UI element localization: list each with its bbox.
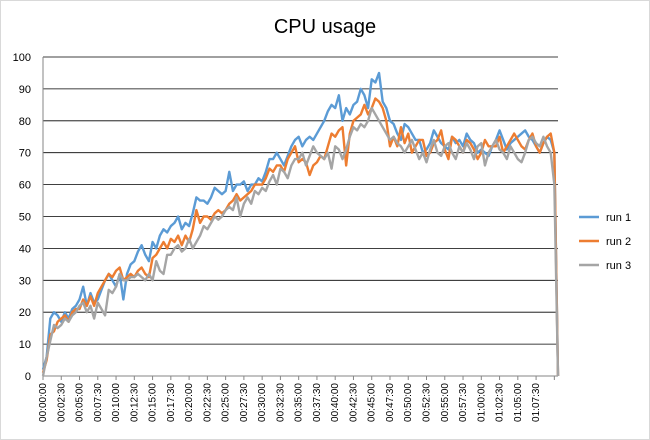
y-tick-label: 100 <box>13 52 31 64</box>
x-tick-label: 00:50:00 <box>403 383 414 422</box>
series-line-2 <box>41 97 560 377</box>
series-line-1 <box>41 71 560 377</box>
y-tick-label: 40 <box>19 243 31 255</box>
y-tick-label: 80 <box>19 116 31 128</box>
x-tick-label: 01:05:00 <box>513 383 524 422</box>
x-tick-label: 00:32:30 <box>275 383 286 422</box>
legend-label: run 3 <box>606 260 631 272</box>
series-line-3 <box>41 106 560 377</box>
chart-title: CPU usage <box>274 16 376 38</box>
x-tick-label: 00:27:30 <box>239 383 250 422</box>
x-tick-label: 00:12:30 <box>129 383 140 422</box>
y-tick-label: 60 <box>19 180 31 192</box>
y-tick-label: 0 <box>25 371 31 383</box>
x-tick-label: 00:45:00 <box>367 383 378 422</box>
y-tick-label: 50 <box>19 212 31 224</box>
y-tick-label: 20 <box>19 307 31 319</box>
x-tick-label: 00:17:30 <box>166 383 177 422</box>
x-tick-label: 00:07:30 <box>93 383 104 422</box>
x-tick-label: 00:37:30 <box>312 383 323 422</box>
plot-area <box>41 71 560 377</box>
x-tick-label: 00:15:00 <box>148 383 159 422</box>
x-tick-label: 01:02:30 <box>495 383 506 422</box>
x-tick-label: 00:57:30 <box>458 383 469 422</box>
x-tick-label: 00:42:30 <box>348 383 359 422</box>
y-tick-label: 70 <box>19 148 31 160</box>
x-tick-label: 00:30:00 <box>257 383 268 422</box>
x-tick-label: 00:25:00 <box>221 383 232 422</box>
x-axis: 00:00:00 00:02:30 00:05:00 00:07:30 00:10:00… <box>38 376 555 422</box>
x-tick-label: 00:02:30 <box>56 383 67 422</box>
x-tick-label: 00:52:30 <box>422 383 433 422</box>
x-tick-label: 00:47:30 <box>385 383 396 422</box>
legend: run 1 run 2 run 3 <box>579 212 631 272</box>
y-axis: 0 10 20 30 40 50 60 70 80 90 100 <box>13 52 31 383</box>
x-tick-label: 00:00:00 <box>38 383 49 422</box>
x-tick-label: 00:22:30 <box>202 383 213 422</box>
x-tick-label: 00:40:00 <box>330 383 341 422</box>
gridlines <box>42 56 558 377</box>
legend-label: run 2 <box>606 236 631 248</box>
x-tick-label: 00:10:00 <box>111 383 122 422</box>
x-tick-label: 01:07:30 <box>531 383 542 422</box>
legend-label: run 1 <box>606 212 631 224</box>
y-tick-label: 30 <box>19 275 31 287</box>
y-tick-label: 90 <box>19 84 31 96</box>
x-tick-label: 00:55:00 <box>440 383 451 422</box>
x-tick-label: 01:00:00 <box>476 383 487 422</box>
x-tick-label: 00:35:00 <box>294 383 305 422</box>
y-tick-label: 10 <box>19 339 31 351</box>
x-tick-label: 00:05:00 <box>75 383 86 422</box>
x-tick-label: 00:20:00 <box>184 383 195 422</box>
